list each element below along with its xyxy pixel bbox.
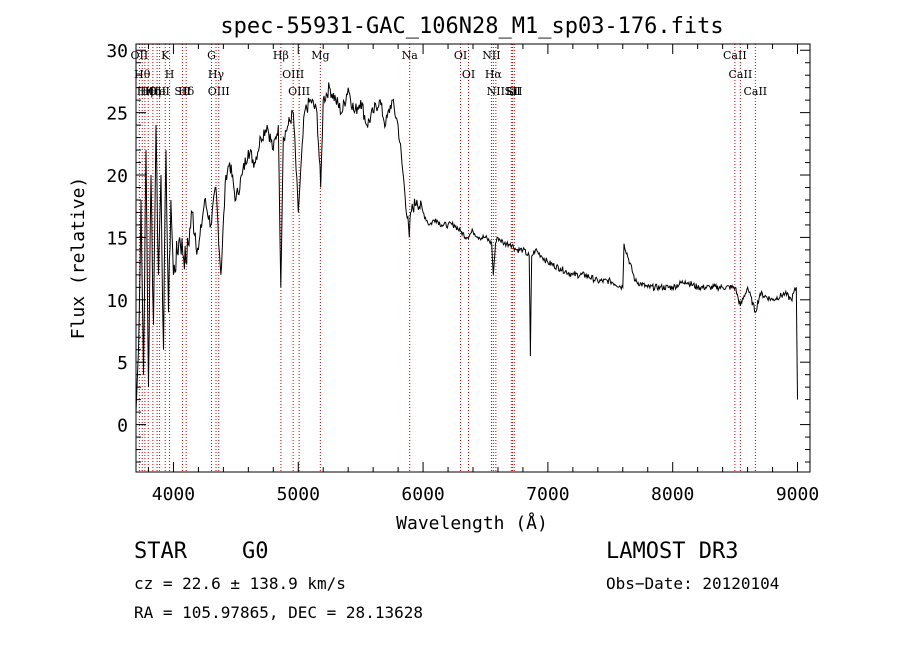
- y-tick-label: 30: [106, 41, 128, 62]
- line-marker-label: H: [165, 68, 175, 81]
- y-tick-label: 5: [117, 353, 128, 374]
- y-tick-label: 15: [106, 228, 128, 249]
- line-marker-label: OI: [462, 68, 475, 81]
- observation-date: Obs−Date: 20120104: [606, 574, 780, 593]
- line-marker-label: CaII: [743, 85, 767, 98]
- line-marker-label: HeI: [149, 85, 169, 98]
- line-marker-label: Hβ: [273, 49, 289, 62]
- line-marker-label: OI: [454, 49, 467, 62]
- x-tick-label: 7000: [526, 484, 569, 505]
- y-tick-label: 25: [106, 104, 128, 125]
- redshift-velocity: cz = 22.6 ± 138.9 km/s: [134, 574, 346, 593]
- line-marker-label: SII: [174, 85, 190, 98]
- line-marker-label: NII: [487, 85, 505, 98]
- coordinates: RA = 105.97865, DEC = 28.13628: [134, 603, 423, 622]
- plot-frame: [135, 43, 811, 473]
- y-axis-ticks: 0 5 10 15 20 25 30: [106, 41, 810, 463]
- line-marker-label: OIII: [282, 68, 304, 81]
- object-subclass: G0: [242, 539, 269, 564]
- line-marker-label: OIII: [288, 85, 310, 98]
- x-tick-label: 6000: [401, 484, 444, 505]
- x-axis-ticks: 4000 5000 6000 7000 8000 9000: [147, 44, 819, 505]
- line-marker-label: K: [161, 49, 170, 62]
- object-class: STAR: [134, 539, 187, 564]
- line-marker-label: Hα: [485, 68, 503, 81]
- line-marker-label: SII: [506, 85, 522, 98]
- y-axis-label: Flux (relative): [68, 177, 89, 340]
- y-tick-label: 0: [117, 416, 128, 437]
- y-tick-label: 10: [106, 291, 128, 312]
- line-marker-label: SII: [504, 85, 520, 98]
- line-marker-label: Na: [402, 49, 419, 62]
- line-marker-label: CaII: [723, 49, 747, 62]
- x-tick-label: 8000: [651, 484, 694, 505]
- x-tick-label: 4000: [152, 484, 195, 505]
- line-markers: [138, 44, 756, 472]
- line-marker-label: NII: [482, 49, 500, 62]
- line-marker-label: Hθ: [134, 68, 151, 81]
- line-marker-label: Hθ: [140, 85, 157, 98]
- x-axis-label: Wavelength (Å): [396, 512, 548, 534]
- line-marker-label: Hγ: [208, 68, 225, 81]
- survey-name: LAMOST DR3: [606, 539, 739, 564]
- line-marker-label: Mg: [311, 49, 329, 62]
- line-marker-label: CaII: [729, 68, 753, 81]
- line-marker-label: G: [207, 49, 216, 62]
- line-marker-labels: OIIHθHηHθHηOIIHeIKHSIIHδGHγOIIIHβOIIIOII…: [131, 49, 768, 98]
- line-marker-label: OII: [148, 85, 166, 98]
- x-tick-label: 5000: [277, 484, 320, 505]
- y-tick-label: 20: [106, 166, 128, 187]
- chart-title: spec-55931-GAC_106N28_M1_sp03-176.fits: [220, 14, 723, 39]
- line-marker-label: Hδ: [178, 85, 195, 98]
- line-marker-label: Li: [506, 85, 517, 98]
- line-marker-label: Hη: [137, 85, 153, 98]
- line-marker-label: Hη: [145, 85, 161, 98]
- spectrum-line: [135, 82, 798, 413]
- line-marker-label: OIII: [208, 85, 230, 98]
- line-marker-label: OII: [131, 49, 149, 62]
- x-tick-label: 9000: [776, 484, 819, 505]
